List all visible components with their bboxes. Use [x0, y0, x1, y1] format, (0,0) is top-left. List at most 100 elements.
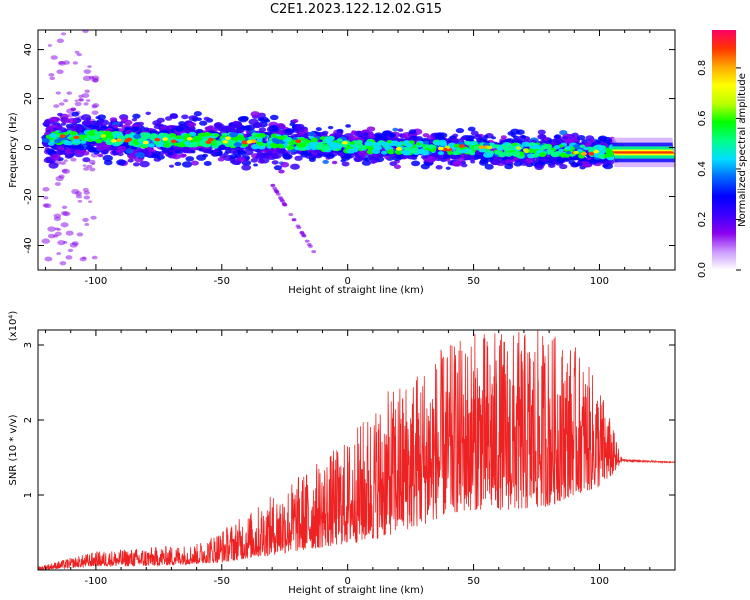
spectrogram-cell: [61, 205, 68, 210]
spectrogram-cell: [170, 139, 177, 144]
spectrogram-cell: [500, 157, 507, 162]
spectrogram-cell: [178, 142, 186, 148]
spectrogram-cell: [271, 137, 278, 142]
spectrogram-cell: [116, 138, 122, 143]
spectrogram-cell: [445, 166, 451, 170]
spectrogram-cell: [58, 102, 65, 106]
spectrogram-cell: [172, 142, 179, 147]
spectrogram-cell: [131, 126, 140, 132]
spectrogram-cell: [373, 142, 380, 147]
spectrogram-cell: [474, 134, 482, 140]
spectrogram-cell: [276, 122, 285, 129]
spectrogram-cell: [88, 147, 97, 153]
spectrogram-cell: [241, 164, 252, 171]
spectrogram-cell: [93, 121, 100, 127]
spectrogram-cell: [163, 142, 171, 148]
spectrogram-cell: [281, 202, 287, 206]
spectrogram-cell: [519, 160, 529, 166]
spectrogram-cell: [190, 150, 196, 154]
spectrogram-cell: [336, 128, 344, 134]
spectrogram-cell: [62, 140, 71, 146]
spectrogram-cell: [388, 132, 397, 138]
spectrogram-cell: [300, 150, 309, 156]
spectrogram-cell: [63, 99, 69, 103]
bottom-x-tick-label: -100: [85, 576, 108, 587]
spectrogram-cell: [133, 134, 142, 140]
spectrogram-cell: [474, 150, 481, 155]
spectrogram-cell: [91, 77, 99, 83]
spectrogram-cell: [573, 150, 579, 155]
spectrogram-cell: [190, 160, 199, 166]
top-y-tick-label: 20: [23, 92, 34, 105]
spectrogram-cell: [44, 256, 53, 262]
spectrogram-cell: [74, 101, 82, 107]
spectrogram-cell: [583, 146, 589, 151]
spectrogram-cell: [76, 52, 82, 57]
spectrogram-cell: [572, 162, 580, 167]
spectrogram-cell: [420, 163, 430, 170]
colorbar-axis: 0.0 0.2 0.4 0.6 0.8: [697, 60, 741, 278]
spectrogram-cell: [491, 136, 497, 140]
spectrogram-cell: [503, 146, 511, 152]
spectrogram-cell: [455, 127, 465, 134]
spectrogram-cell: [408, 140, 415, 144]
spectrogram-cell: [263, 118, 271, 123]
spectrogram-cell: [49, 121, 56, 125]
spectrogram-cell: [131, 118, 138, 122]
spectrogram-cell: [486, 145, 493, 150]
spectrogram-cell: [222, 140, 229, 144]
spectrogram-cell: [228, 148, 238, 154]
spectrogram-cell: [393, 164, 402, 170]
spectrogram-cell: [267, 150, 273, 155]
spectrogram-cell: [205, 140, 212, 145]
spectrogram-cell: [510, 128, 521, 135]
spectrogram-cell: [324, 136, 334, 143]
spectrogram-cell: [56, 69, 64, 75]
spectrogram-cell: [350, 131, 357, 136]
spectrogram-cell: [420, 149, 430, 155]
spectrogram-cell: [178, 121, 186, 126]
spectrogram-cell: [537, 133, 547, 140]
spectrogram-cell: [345, 124, 352, 128]
spectrogram-cell: [56, 38, 65, 44]
spectrogram-cell: [346, 148, 355, 154]
spectrogram-cell: [581, 152, 587, 156]
spectrogram-cell: [57, 112, 63, 117]
spectrogram-cell: [237, 150, 247, 156]
spectrogram-cell: [215, 151, 223, 157]
spectrogram-cell: [187, 121, 197, 128]
spectrogram-cell: [117, 145, 127, 152]
spectrogram-cell: [565, 151, 572, 155]
spectrogram-cell: [237, 158, 242, 162]
spectrogram-cell: [306, 152, 313, 157]
spectrogram-cell: [153, 140, 161, 145]
spectrogram-cell: [83, 102, 89, 106]
spectrogram-cell: [229, 154, 238, 160]
spectrogram-cell: [470, 160, 476, 164]
spectrogram-cell: [181, 153, 187, 158]
bottom-y-axis-label: SNR (10 * v/v): [8, 414, 19, 485]
spectrogram-cell: [594, 144, 603, 150]
spectrogram-cell: [42, 187, 50, 192]
spectrogram-cell: [275, 192, 281, 196]
spectrogram-cell: [54, 139, 61, 144]
spectrogram-cell: [491, 159, 501, 166]
spectrogram-cell: [47, 226, 56, 232]
spectrogram-cell: [175, 135, 182, 140]
spectrogram-cell: [168, 133, 177, 139]
spectrogram-cell: [134, 141, 140, 146]
spectrogram-cell: [450, 153, 459, 160]
spectrogram-cell: [207, 137, 214, 142]
snr-line: [38, 330, 675, 570]
spectrogram-cell: [72, 61, 78, 65]
spectrogram-cell: [148, 143, 155, 148]
spectrogram-cell: [396, 141, 403, 146]
spectrogram-cell: [322, 159, 330, 165]
bottom-x-tick-label: 0: [345, 576, 351, 587]
bottom-x-axis-label: Height of straight line (km): [288, 585, 424, 596]
spectrogram-cell: [115, 132, 121, 137]
spectrogram-cell: [87, 65, 92, 69]
spectrogram-cell: [175, 126, 185, 132]
spectrogram-cell: [110, 138, 117, 143]
spectrogram-cell: [63, 159, 68, 162]
